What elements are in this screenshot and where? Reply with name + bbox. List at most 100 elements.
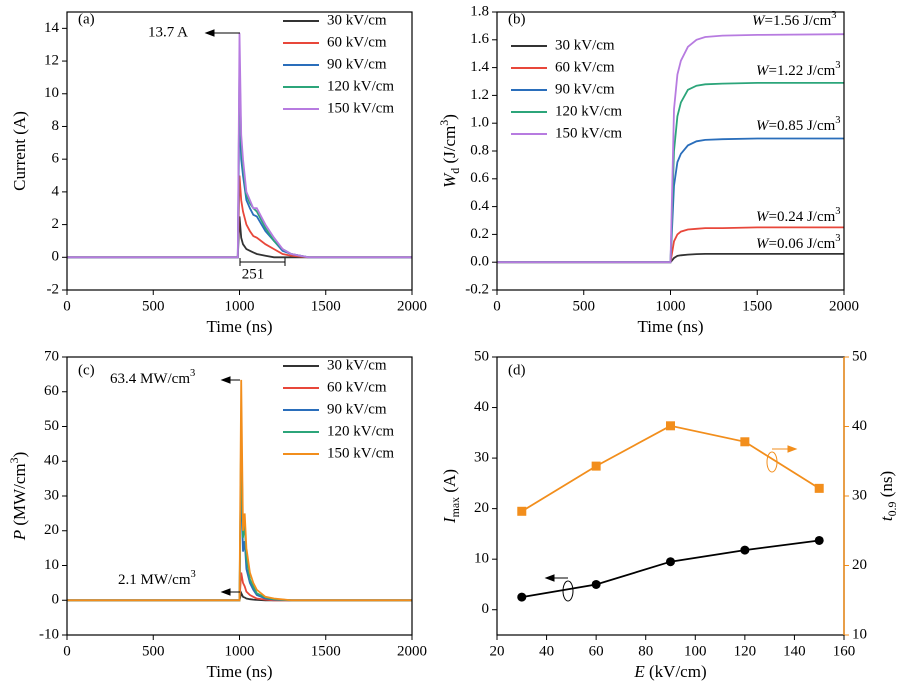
text-part: W: [756, 209, 770, 225]
arrow-head: [787, 445, 798, 453]
tick-label: 50: [44, 418, 59, 434]
text-part: 3: [835, 115, 840, 126]
text-part: (MW/cm: [10, 463, 29, 530]
legend-label: 120 kV/cm: [327, 78, 394, 94]
annotation: 2.1 MW/cm3: [118, 569, 196, 588]
text-part: 63.4 MW/cm: [110, 371, 190, 387]
tick-label: 0: [63, 298, 71, 314]
legend-label: 150 kV/cm: [327, 445, 394, 461]
legend-label: 30 kV/cm: [555, 37, 615, 53]
text-part: d: [448, 168, 462, 174]
annotation-shapes: [204, 29, 798, 602]
frame: [66, 11, 413, 291]
marker: [740, 437, 750, 447]
text-part: max: [448, 497, 462, 518]
tick-label: 10: [474, 551, 489, 567]
tick-label: 80: [638, 643, 653, 659]
tick-label: 2000: [397, 298, 427, 314]
legend-label: 150 kV/cm: [555, 125, 622, 141]
tick-label: 0: [52, 592, 60, 608]
marker: [740, 545, 750, 555]
text-part: 3: [7, 457, 21, 463]
text-part: (kV/cm): [645, 662, 707, 681]
text-part: W: [756, 118, 770, 134]
tick-label: 160: [833, 643, 856, 659]
text-part: ): [10, 452, 29, 458]
text-part: 2.1 MW/cm: [118, 572, 191, 588]
tick-label: 0.0: [470, 254, 489, 270]
marker: [591, 579, 601, 589]
annotation: W=0.24 J/cm3: [756, 206, 841, 225]
tick-label: 20: [852, 557, 867, 573]
tick-label: 20: [44, 522, 59, 538]
text-part: 3: [835, 206, 840, 217]
tick-label: 40: [539, 643, 554, 659]
annotation: 63.4 MW/cm3: [110, 368, 195, 387]
annotation: W=0.85 J/cm3: [756, 115, 841, 134]
text-part: 3: [835, 60, 840, 71]
tick-label: 50: [474, 348, 489, 364]
y2-axis-label: t0.9 (ns): [877, 471, 899, 521]
tick-label: 10: [852, 626, 867, 642]
tick-label: 500: [573, 298, 596, 314]
text-part: I: [440, 516, 459, 524]
tick-label: 1.8: [470, 3, 489, 19]
series-line: [497, 253, 844, 264]
tick-label: 14: [44, 20, 60, 36]
tick-label: 0: [63, 643, 71, 659]
y-axis-label: Current (A): [10, 111, 29, 191]
ellipse: [562, 580, 574, 602]
tick-label: 2000: [397, 643, 427, 659]
legend-label: 90 kV/cm: [327, 401, 387, 417]
legend-label: 60 kV/cm: [555, 59, 615, 75]
text-part: 3: [191, 569, 196, 580]
y-axis-label: Imax (A): [440, 469, 462, 524]
tick-label: 1500: [311, 643, 341, 659]
tick-label: 1000: [656, 298, 686, 314]
tick-label: 30: [474, 450, 489, 466]
text-part: W: [756, 63, 770, 79]
tick-label: 60: [44, 383, 59, 399]
tick-label: -0.2: [465, 281, 489, 297]
marker: [666, 421, 675, 431]
text-part: 3: [835, 233, 840, 244]
tick-label: 0: [482, 601, 490, 617]
tick-label: 30: [852, 487, 867, 503]
tick-label: 1000: [225, 298, 255, 314]
tick-label: 0: [52, 249, 60, 265]
marker: [814, 535, 824, 545]
text-part: W: [752, 13, 766, 29]
text-part: =1.56 J/cm: [765, 13, 832, 29]
legend-label: 120 kV/cm: [555, 103, 622, 119]
tick-label: 0.8: [470, 142, 489, 158]
series-line: [497, 33, 844, 264]
text-part: (ns): [877, 471, 896, 502]
tick-label: 60: [589, 643, 604, 659]
legend-label: 150 kV/cm: [327, 100, 394, 116]
x-axis-label: Time (ns): [638, 317, 704, 336]
frame: [66, 356, 413, 636]
text-part: =0.06 J/cm: [769, 236, 836, 252]
text-part: t: [877, 515, 896, 521]
tick-label: 10: [44, 85, 59, 101]
tick-label: 1500: [742, 298, 772, 314]
text-part: ): [440, 114, 459, 120]
tick-label: 40: [852, 418, 867, 434]
legend-label: 120 kV/cm: [327, 423, 394, 439]
marker: [814, 483, 824, 493]
tick-label: 70: [44, 348, 59, 364]
ellipse: [766, 451, 778, 473]
text-part: (J/cm: [440, 126, 459, 168]
series-line: [67, 33, 412, 259]
arrow-head: [544, 574, 555, 582]
text-part: W: [440, 172, 459, 188]
marker: [666, 557, 675, 567]
panel-label: (b): [508, 11, 526, 27]
frame: [496, 11, 845, 291]
tick-label: 0.6: [470, 170, 489, 186]
tick-label: 1.2: [470, 87, 489, 103]
annotation: 13.7 A: [148, 24, 188, 40]
